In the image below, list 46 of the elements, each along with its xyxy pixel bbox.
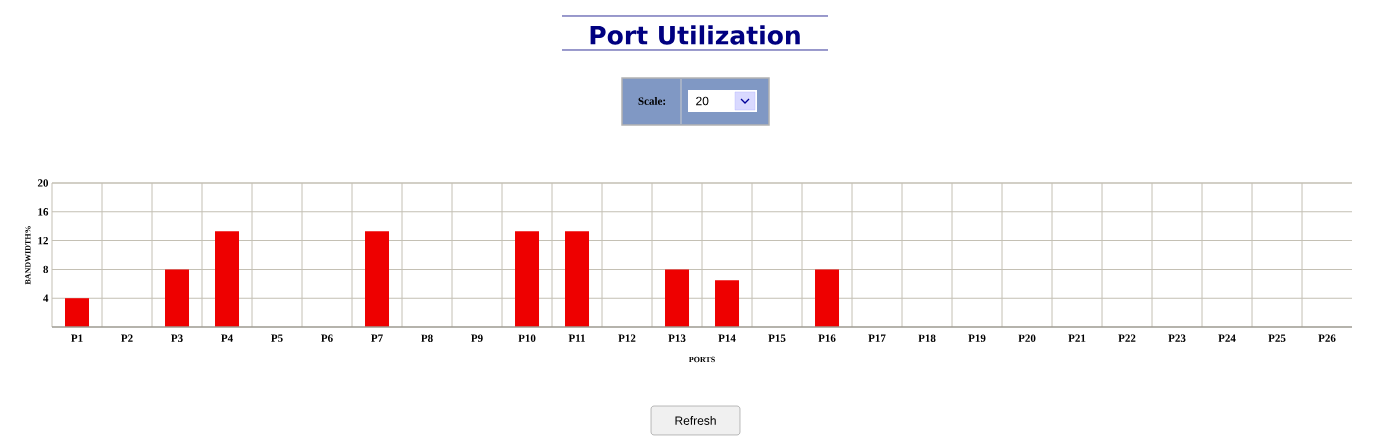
x-tick-label: P3	[171, 334, 183, 342]
x-tick-label: P8	[421, 334, 433, 342]
y-tick-label: 4	[43, 294, 49, 302]
x-tick-label: P14	[718, 334, 736, 342]
x-tick-label: P7	[371, 334, 383, 342]
x-tick-label: P6	[321, 334, 333, 342]
x-tick-label: P25	[1268, 334, 1286, 342]
text: Scale:	[638, 97, 666, 105]
y-tick-label: 20	[37, 179, 49, 187]
bar	[815, 269, 840, 327]
x-tick-label: P4	[221, 334, 233, 342]
text: Refresh	[675, 416, 716, 425]
x-tick-label: P20	[1018, 334, 1036, 342]
bar	[565, 231, 590, 327]
x-tick-label: P18	[918, 334, 936, 342]
text: 20	[696, 96, 709, 106]
x-tick-label: P16	[818, 334, 836, 342]
y-tick-label: 16	[38, 208, 49, 216]
bar	[515, 231, 540, 327]
x-tick-label: P15	[768, 334, 786, 342]
bar	[65, 298, 89, 327]
x-tick-label: P13	[668, 334, 686, 342]
x-tick-label: P17	[868, 334, 886, 342]
x-tick-label: P21	[1068, 334, 1086, 342]
x-tick-label: P5	[271, 334, 283, 342]
x-tick-label: P19	[968, 334, 986, 342]
bar	[715, 280, 740, 327]
x-tick-label: P24	[1218, 334, 1236, 342]
bar	[365, 231, 390, 327]
x-tick-label: P12	[618, 334, 636, 342]
x-axis-title: PORTS	[688, 356, 715, 363]
y-tick-label: 8	[43, 265, 49, 274]
chart-title: Port Utilization	[590, 25, 800, 45]
x-tick-label: P11	[568, 334, 585, 342]
bar	[165, 269, 190, 327]
y-axis-title: BANDWIDTH%	[25, 226, 31, 285]
x-tick-label: P2	[121, 334, 133, 342]
bar	[215, 231, 240, 327]
x-tick-label: P22	[1118, 334, 1136, 342]
x-tick-label: P1	[71, 334, 83, 342]
x-tick-label: P26	[1318, 334, 1336, 342]
x-tick-label: P9	[471, 334, 483, 342]
x-tick-label: P23	[1168, 334, 1186, 342]
y-tick-label: 12	[38, 236, 48, 245]
bar	[665, 269, 690, 327]
x-tick-label: P10	[518, 334, 536, 342]
